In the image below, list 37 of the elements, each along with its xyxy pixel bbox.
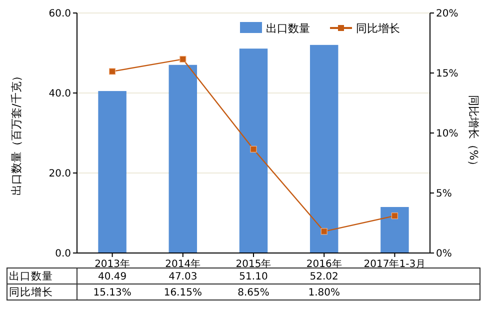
y-tick-label: 0.0 bbox=[55, 248, 71, 260]
bar bbox=[239, 48, 268, 253]
y2-tick-label: 20% bbox=[436, 8, 458, 20]
text: 同比增长 bbox=[9, 286, 53, 299]
bar bbox=[98, 91, 126, 253]
y-tick-label: 60.0 bbox=[48, 8, 71, 20]
y2-tick-label: 15% bbox=[436, 68, 458, 80]
point bbox=[320, 228, 328, 235]
y2-axis-title: 同比增长（%） bbox=[467, 94, 480, 172]
legend-label: 出口数量 bbox=[266, 22, 310, 35]
y-tick-label: 20.0 bbox=[48, 168, 71, 180]
data-label: 8.65% bbox=[238, 288, 270, 298]
data-label: 40.49 bbox=[98, 272, 127, 282]
legend-label: 同比增长 bbox=[356, 22, 400, 35]
y2-tick-label: 10% bbox=[436, 128, 458, 140]
point bbox=[109, 68, 116, 75]
data-label: 16.15% bbox=[164, 288, 202, 298]
y-tick-label: 40.0 bbox=[48, 88, 71, 100]
point bbox=[391, 212, 398, 220]
x-tick-label: 2015年 bbox=[236, 258, 272, 270]
data-label: 15.13% bbox=[93, 288, 132, 298]
y-axis-title: 出口数量（百万套/千克） bbox=[10, 70, 23, 196]
x-tick-label: 2013年 bbox=[94, 258, 130, 270]
y2-tick-label: 0% bbox=[436, 248, 452, 260]
point bbox=[180, 56, 186, 62]
y2-tick-label: 5% bbox=[436, 188, 452, 200]
data-label: 51.10 bbox=[239, 272, 268, 282]
data-label: 47.03 bbox=[168, 272, 198, 282]
data-label: 1.80% bbox=[308, 288, 340, 298]
x-tick-label: 2016年 bbox=[306, 258, 342, 270]
bar bbox=[168, 64, 198, 253]
point bbox=[250, 146, 257, 152]
bar bbox=[380, 207, 409, 253]
x-tick-label: 2014年 bbox=[165, 258, 201, 270]
bar bbox=[310, 44, 338, 253]
data-label: 52.02 bbox=[310, 272, 338, 282]
text: 出口数量 bbox=[9, 270, 53, 283]
